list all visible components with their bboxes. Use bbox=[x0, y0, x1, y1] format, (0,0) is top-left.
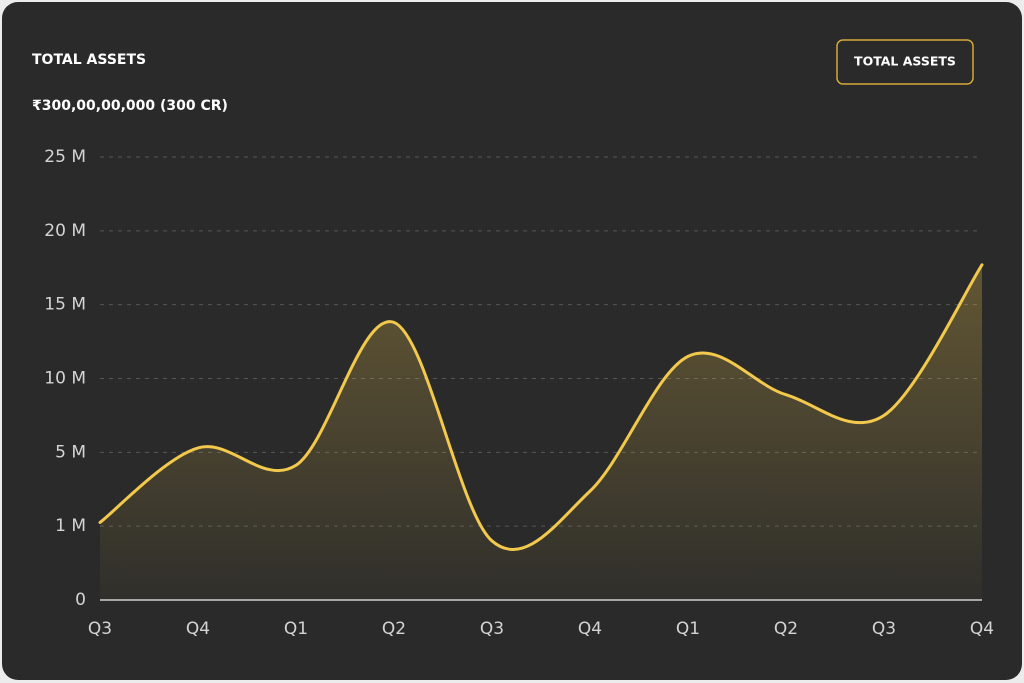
y-tick-label: 25 M bbox=[44, 147, 86, 167]
x-tick-label: Q3 bbox=[872, 619, 896, 639]
x-tick-label: Q1 bbox=[676, 619, 700, 639]
area bbox=[100, 264, 982, 600]
line bbox=[98, 263, 984, 551]
x-tick-label: Q2 bbox=[774, 619, 798, 639]
y-tick-label: 0 bbox=[75, 590, 86, 610]
x-tick-label: Q2 bbox=[382, 619, 406, 639]
y-tick-label: 5 M bbox=[55, 442, 86, 462]
x-tick-label: Q1 bbox=[284, 619, 308, 639]
x-tick-label: Q3 bbox=[480, 619, 504, 639]
x-tick-label: Q4 bbox=[186, 619, 210, 639]
x-tick-label: Q3 bbox=[88, 619, 112, 639]
y-tick-label: 1 M bbox=[55, 516, 86, 536]
x-tick-label: Q4 bbox=[970, 619, 994, 639]
series-button[interactable] bbox=[836, 39, 974, 85]
y-tick-label: 10 M bbox=[44, 369, 86, 389]
chart-title: TOTAL ASSETS bbox=[32, 52, 146, 68]
y-tick-label: 20 M bbox=[44, 221, 86, 241]
y-tick-label: 15 M bbox=[44, 295, 86, 315]
x-tick-label: Q4 bbox=[578, 619, 602, 639]
chart-subtitle: ₹300,00,00,000 (300 CR) bbox=[32, 98, 228, 114]
series-button-label[interactable]: TOTAL ASSETS bbox=[854, 54, 956, 69]
